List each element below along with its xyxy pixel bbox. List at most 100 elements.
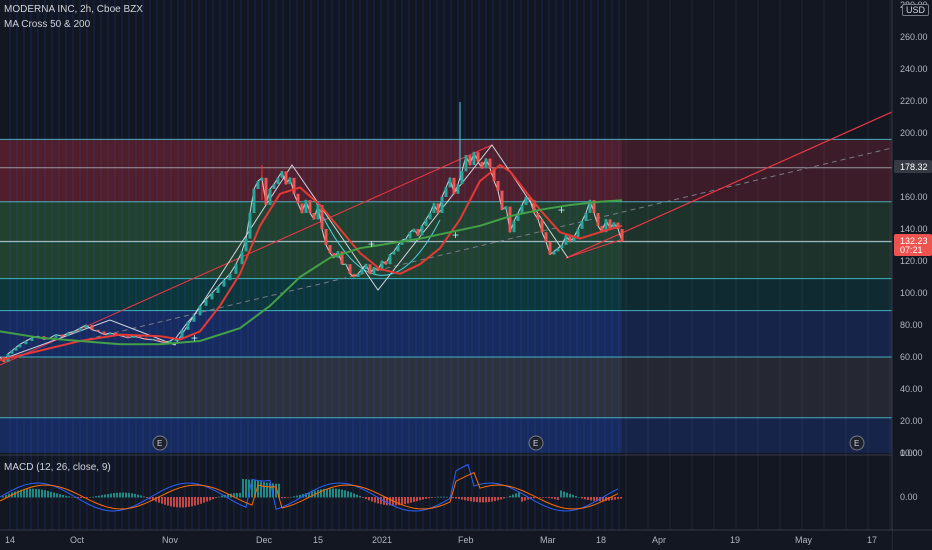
macd-histogram-bar bbox=[455, 497, 457, 499]
macd-histogram-bar bbox=[467, 497, 469, 501]
macd-histogram-bar bbox=[152, 497, 154, 501]
time-tick-label: 14 bbox=[5, 535, 15, 545]
macd-line bbox=[0, 463, 619, 512]
macd-histogram-bar bbox=[608, 497, 610, 501]
macd-histogram-bar bbox=[350, 492, 352, 498]
macd-histogram-bar bbox=[89, 497, 91, 498]
macd-histogram-bar bbox=[8, 493, 10, 498]
price-candle bbox=[424, 219, 428, 226]
price-candle bbox=[284, 171, 288, 185]
price-candle bbox=[14, 347, 18, 351]
macd-histogram-bar bbox=[365, 497, 367, 500]
price-candle bbox=[556, 248, 560, 252]
price-candle bbox=[548, 241, 552, 255]
price-candle bbox=[620, 229, 624, 242]
macd-histogram-bar bbox=[473, 497, 475, 502]
macd-histogram-bar bbox=[197, 497, 199, 505]
countdown-text: 07:21 bbox=[900, 245, 923, 255]
macd-histogram-bar bbox=[347, 491, 349, 498]
price-candle bbox=[198, 305, 202, 316]
macd-histogram-bar bbox=[137, 494, 139, 498]
price-candle bbox=[102, 331, 106, 335]
current-price-text: 132.23 bbox=[900, 236, 928, 246]
price-candle bbox=[516, 213, 520, 221]
macd-histogram-bar bbox=[338, 489, 340, 498]
macd-histogram-bar bbox=[194, 497, 196, 506]
currency-badge[interactable]: USD bbox=[901, 4, 929, 16]
price-candle bbox=[320, 205, 324, 229]
price-candle bbox=[114, 333, 118, 335]
macd-histogram-bar bbox=[446, 496, 448, 498]
time-axis-background bbox=[0, 530, 892, 550]
macd-histogram-bar bbox=[485, 497, 487, 503]
macd-histogram-bar bbox=[68, 496, 70, 498]
price-tick-label: 200.00 bbox=[900, 128, 928, 138]
macd-histogram-bar bbox=[545, 497, 547, 498]
price-candle bbox=[380, 261, 384, 271]
price-candle bbox=[520, 205, 524, 213]
macd-histogram-bar bbox=[176, 497, 178, 508]
macd-histogram-bar bbox=[353, 493, 355, 498]
price-tick-label: 240.00 bbox=[900, 64, 928, 74]
macd-histogram-bar bbox=[62, 494, 64, 498]
macd-signal-line bbox=[0, 471, 619, 510]
price-candle bbox=[428, 213, 432, 220]
macd-histogram-bar bbox=[38, 489, 40, 498]
price-candle bbox=[280, 171, 284, 178]
macd-histogram-bar bbox=[464, 497, 466, 501]
macd-pane bbox=[0, 454, 892, 512]
macd-histogram-bar bbox=[527, 497, 529, 500]
macd-histogram-bar bbox=[44, 490, 46, 498]
price-candle bbox=[324, 229, 328, 245]
macd-histogram-bar bbox=[23, 489, 25, 498]
price-candle bbox=[492, 168, 496, 181]
macd-histogram-bar bbox=[134, 493, 136, 498]
price-candle bbox=[344, 264, 348, 266]
macd-histogram-bar bbox=[374, 497, 376, 503]
macd-histogram-bar bbox=[95, 496, 97, 498]
time-tick-label: 18 bbox=[596, 535, 606, 545]
macd-histogram-bar bbox=[284, 497, 286, 499]
price-candle bbox=[588, 200, 592, 213]
macd-histogram-bar bbox=[572, 494, 574, 498]
time-tick-label: Feb bbox=[458, 535, 474, 545]
price-candle bbox=[150, 339, 154, 341]
macd-histogram-bar bbox=[437, 496, 439, 498]
price-candle bbox=[288, 177, 292, 185]
macd-histogram-bar bbox=[206, 497, 208, 502]
price-tick-label: 260.00 bbox=[900, 32, 928, 42]
price-tick-label: 160.00 bbox=[900, 192, 928, 202]
macd-histogram-bar bbox=[497, 497, 499, 501]
macd-histogram-bar bbox=[569, 493, 571, 498]
macd-histogram-bar bbox=[59, 494, 61, 498]
macd-histogram-bar bbox=[377, 497, 379, 504]
macd-legend[interactable]: MACD (12, 26, close, 9) bbox=[4, 462, 111, 473]
macd-histogram-bar bbox=[26, 488, 28, 498]
macd-histogram-bar bbox=[341, 489, 343, 498]
price-candle bbox=[276, 177, 280, 185]
ma-cross-marker: + bbox=[452, 228, 459, 242]
price-candle bbox=[30, 337, 34, 341]
indicator-legend[interactable]: MA Cross 50 & 200 bbox=[4, 19, 91, 30]
macd-histogram-bar bbox=[245, 479, 247, 498]
zone-band-2 bbox=[0, 241, 892, 279]
price-candle bbox=[260, 177, 264, 181]
macd-histogram-bar bbox=[476, 497, 478, 503]
macd-histogram-bar bbox=[278, 483, 280, 498]
macd-histogram-bar bbox=[125, 492, 127, 498]
macd-histogram-bar bbox=[74, 497, 76, 498]
macd-histogram-bar bbox=[320, 489, 322, 498]
price-candle bbox=[268, 189, 272, 205]
zone-band-5 bbox=[0, 357, 892, 418]
macd-histogram-bar bbox=[533, 497, 535, 499]
symbol-legend[interactable]: MODERNA INC, 2h, Cboe BZX bbox=[4, 4, 143, 15]
macd-histogram-bar bbox=[212, 497, 214, 500]
zone-band-6 bbox=[0, 417, 892, 453]
macd-histogram-bar bbox=[41, 489, 43, 498]
macd-histogram-bar bbox=[113, 493, 115, 498]
price-candle bbox=[60, 334, 64, 337]
macd-histogram-bar bbox=[182, 497, 184, 508]
price-candle bbox=[256, 181, 260, 189]
